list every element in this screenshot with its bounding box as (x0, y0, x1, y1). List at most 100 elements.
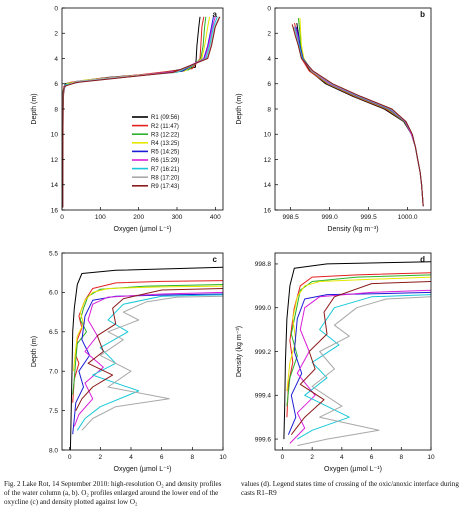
x-tick-label: 400 (210, 214, 221, 221)
figure-caption-right: values (d). Legend states time of crossi… (241, 480, 459, 497)
y-tick-label: 7.0 (49, 369, 58, 376)
series-line-9 (75, 288, 223, 411)
legend-label: R7 (16:21) (151, 167, 179, 173)
x-tick-label: 300 (172, 214, 183, 221)
y-axis-label: Depth (m) (31, 93, 38, 124)
series-line-6 (62, 16, 216, 208)
x-axis-label: Oxygen (µmol L⁻¹) (324, 466, 382, 473)
series-line-2 (72, 280, 223, 403)
x-tick-label: 6 (160, 454, 164, 461)
x-tick-label: 10 (427, 454, 435, 461)
y-tick-label: 6.5 (49, 329, 58, 336)
series-line-4 (73, 285, 223, 372)
y-tick-label: 16 (264, 207, 272, 214)
series-line-7 (294, 26, 424, 207)
y-tick-label: 4 (54, 56, 58, 63)
y-tick-label: 0 (54, 5, 58, 12)
legend-label: R4 (13:25) (151, 141, 179, 147)
y-tick-label: 5.5 (49, 250, 58, 257)
x-tick-label: 0 (281, 454, 285, 461)
series-line-9 (291, 24, 424, 207)
series-line-4 (62, 16, 211, 208)
series-line-1 (296, 23, 424, 207)
y-tick-label: 2 (54, 31, 58, 38)
series-group (69, 266, 223, 450)
y-tick-label: 6.0 (49, 290, 58, 297)
y-tick-label: 4 (267, 56, 271, 63)
series-line-5 (287, 291, 431, 435)
series-line-3 (62, 16, 207, 208)
x-tick-label: 4 (129, 454, 133, 461)
x-tick-label: 999.0 (321, 214, 338, 221)
series-line-3 (297, 18, 424, 207)
panel-letter: c (213, 255, 218, 264)
y-axis-label: Depth (m) (236, 93, 243, 124)
series-line-6 (73, 291, 223, 427)
series-line-2 (294, 22, 424, 207)
panel-a: 0 100 200 300 400 0 2 4 6 8 10 12 14 16 Oxygen (µmol L… (31, 5, 224, 233)
y-axis-label: Depth (m) (31, 336, 38, 367)
plot-frame (61, 252, 224, 451)
series-line-8 (293, 26, 424, 207)
series-line-2 (62, 16, 205, 208)
legend-label: R2 (11:47) (151, 124, 179, 130)
figure-caption-left: Fig. 2 Lake Rot, 14 September 2010: high… (4, 480, 222, 506)
legend: R1 (09:56) R2 (11:47) R3 (12:22) R4 (13:25)… (132, 115, 179, 190)
y-tick-label: 0 (267, 5, 271, 12)
legend-label: R6 (15:29) (151, 158, 179, 164)
series-group (291, 18, 424, 207)
series-line-5 (62, 16, 214, 208)
panel-b: 998.5 999.0 999.5 1000.0 0 2 4 6 8 10 12 14 16 Densit… (236, 5, 432, 233)
series-line-5 (295, 26, 424, 207)
y-tick-label: 12 (51, 157, 59, 164)
x-tick-label: 0 (68, 454, 72, 461)
x-axis-label: Oxygen (µmol L⁻¹) (114, 226, 172, 233)
series-line-9 (290, 281, 431, 436)
series-line-6 (294, 26, 424, 207)
y-tick-label: 6 (54, 81, 58, 88)
series-line-8 (62, 16, 220, 208)
x-tick-label: 2 (310, 454, 314, 461)
legend-label: R1 (09:56) (151, 115, 179, 121)
x-tick-label: 0 (60, 214, 64, 221)
series-line-5 (72, 293, 223, 435)
series-line-6 (289, 289, 431, 444)
x-tick-label: 8 (399, 454, 403, 461)
y-tick-label: 999.4 (255, 393, 272, 400)
x-tick-label: 100 (95, 214, 106, 221)
series-line-8 (81, 295, 223, 431)
panel-letter: b (420, 10, 425, 19)
x-tick-label: 6 (370, 454, 374, 461)
series-line-7 (62, 16, 218, 208)
legend-label: R3 (12:22) (151, 132, 179, 138)
y-tick-label: 8.0 (49, 447, 58, 454)
series-line-7 (76, 294, 223, 431)
series-group (283, 261, 431, 447)
y-tick-label: 998.8 (255, 261, 272, 268)
y-tick-label: 10 (51, 132, 59, 139)
series-line-3 (72, 284, 223, 395)
y-tick-label: 7.5 (49, 408, 58, 415)
y-tick-label: 8 (54, 106, 58, 113)
legend-label: R9 (17:43) (151, 184, 179, 190)
legend-label: R5 (14:25) (151, 150, 179, 156)
y-tick-label: 2 (267, 31, 271, 38)
y-tick-label: 12 (264, 157, 272, 164)
x-axis-label: Density (kg m⁻³) (327, 226, 378, 233)
x-tick-label: 8 (191, 454, 195, 461)
series-line-1 (62, 16, 201, 208)
series-line-4 (286, 276, 431, 391)
plot-frame (61, 7, 224, 211)
y-axis-label: Density (kg m⁻³) (236, 326, 243, 377)
y-tick-label: 14 (51, 182, 59, 189)
x-tick-label: 4 (340, 454, 344, 461)
y-tick-label: 14 (264, 182, 272, 189)
series-group (62, 16, 221, 208)
series-line-9 (62, 16, 221, 208)
x-tick-label: 998.5 (282, 214, 299, 221)
series-line-8 (297, 296, 431, 447)
y-tick-label: 999.0 (255, 305, 272, 312)
series-line-4 (299, 18, 424, 207)
x-tick-label: 1000.0 (398, 214, 418, 221)
